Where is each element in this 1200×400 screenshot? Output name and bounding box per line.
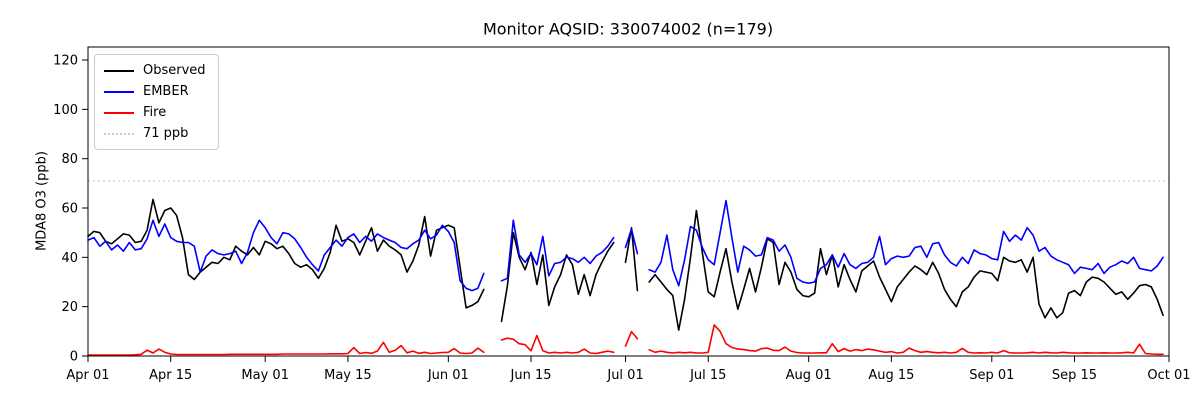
legend-item-ember: EMBER [104,81,206,102]
legend-item-observed: Observed [104,60,206,81]
legend-item-fire: Fire [104,102,206,123]
legend-label-observed: Observed [143,63,206,78]
legend-label-fire: Fire [143,105,167,120]
chart-title: Monitor AQSID: 330074002 (n=179) [482,19,774,39]
x-tick-label: Sep 15 [1052,368,1097,383]
threshold-line-swatch-icon [104,132,134,135]
x-tick-label: Jun 01 [427,368,469,383]
ember-line [87,199,1164,292]
fire-line-swatch-icon [104,111,134,114]
y-tick-label: 100 [53,103,78,118]
legend: Observed EMBER Fire 71 ppb [94,54,219,150]
x-tick-label: Sep 01 [969,368,1014,383]
x-tick-label: May 01 [241,368,289,383]
ember-line-swatch-icon [104,90,134,93]
fire-line [87,324,1164,356]
x-tick-label: Jul 15 [689,368,726,383]
x-tick-label: Aug 01 [786,368,832,383]
x-tick-label: Jul 01 [606,368,643,383]
y-tick-label: 120 [53,54,78,69]
x-tick-label: Apr 15 [149,368,192,383]
legend-label-ember: EMBER [143,84,189,99]
x-tick-label: Oct 01 [1147,368,1190,383]
y-tick-label: 20 [61,300,78,315]
y-axis-label: MDA8 O3 (ppb) [34,151,50,251]
y-tick-label: 80 [61,152,78,167]
legend-item-threshold: 71 ppb [104,123,206,144]
x-tick-label: Aug 15 [868,368,914,383]
y-tick-label: 60 [61,202,78,217]
y-tick-label: 0 [70,350,78,365]
x-tick-label: Jun 15 [510,368,552,383]
x-tick-label: Apr 01 [66,368,109,383]
x-tick-label: May 15 [324,368,372,383]
observed-line-swatch-icon [104,69,134,72]
observed-line [87,198,1164,331]
legend-label-threshold: 71 ppb [143,126,189,141]
axes-box [87,46,1170,357]
y-tick-label: 40 [61,251,78,266]
